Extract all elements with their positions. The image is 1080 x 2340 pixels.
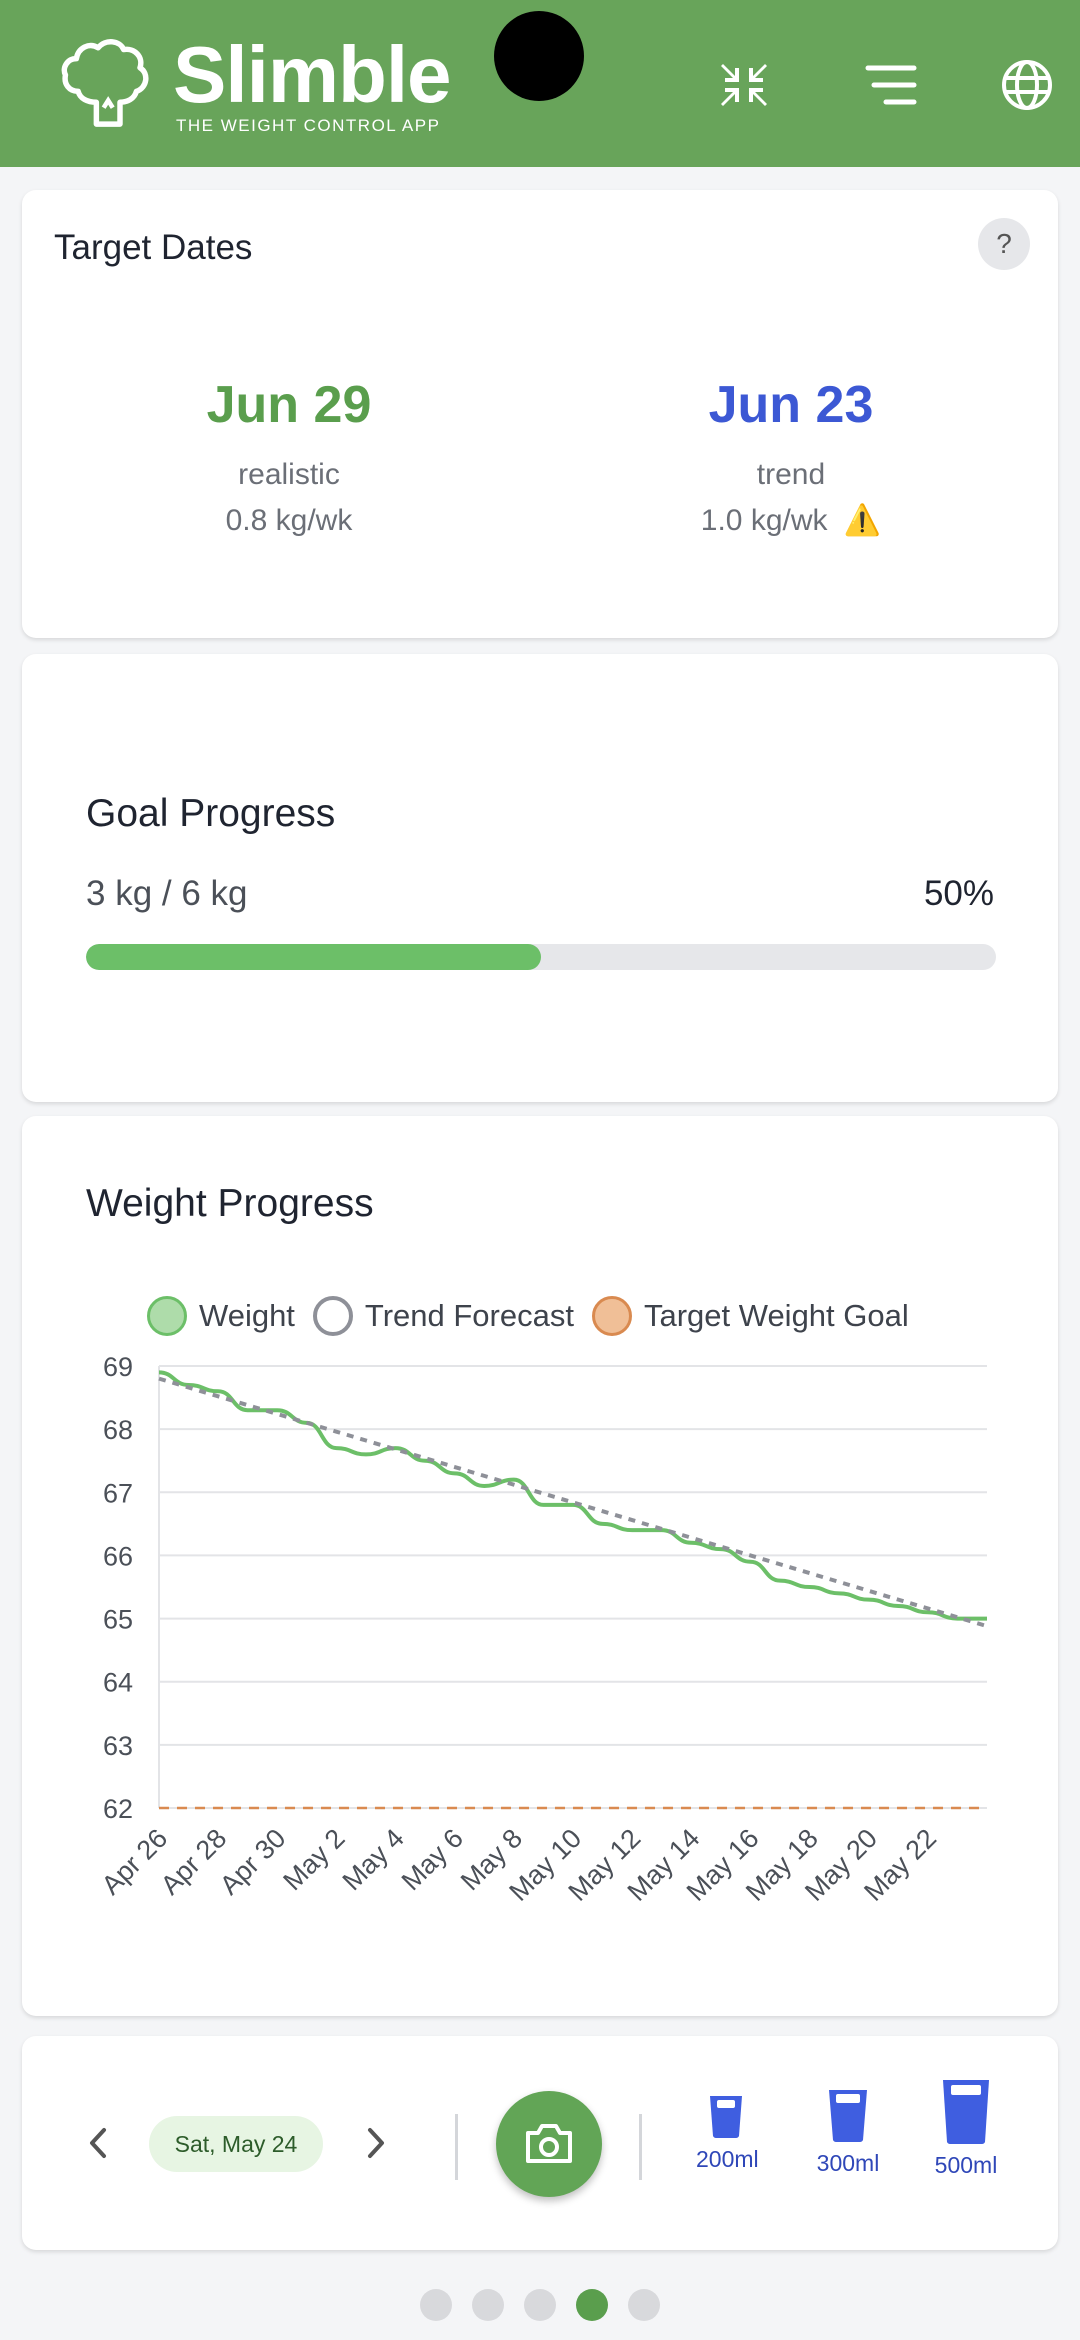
help-button[interactable]: ? bbox=[978, 218, 1030, 270]
water-300ml-label: 300ml bbox=[816, 2150, 880, 2176]
broccoli-logo-icon bbox=[61, 39, 149, 127]
page-dot[interactable] bbox=[628, 2289, 660, 2321]
page-indicator bbox=[420, 2289, 680, 2321]
x-tick-label: May 14 bbox=[622, 1823, 706, 1907]
y-tick-label: 68 bbox=[103, 1415, 133, 1445]
x-tick-label: May 2 bbox=[277, 1823, 350, 1896]
date-selector[interactable]: Sat, May 24 bbox=[149, 2116, 323, 2172]
water-200ml-label: 200ml bbox=[696, 2146, 759, 2172]
app-header: Slimble THE WEIGHT CONTROL APP bbox=[0, 0, 1080, 167]
page-dot[interactable] bbox=[524, 2289, 556, 2321]
target-dates-card: Target Dates ? Jun 29 realistic 0.8 kg/w… bbox=[22, 190, 1058, 638]
water-500ml-label: 500ml bbox=[934, 2152, 998, 2178]
trend-target: Jun 23 trend 1.0 kg/wk ⚠️ bbox=[591, 375, 991, 539]
menu-icon[interactable] bbox=[862, 56, 920, 114]
realistic-label: realistic bbox=[238, 458, 340, 491]
legend-trend-label: Trend Forecast bbox=[364, 1298, 574, 1333]
realistic-date: Jun 29 bbox=[206, 376, 372, 434]
y-tick-label: 67 bbox=[103, 1478, 133, 1508]
warning-icon: ⚠️ bbox=[843, 504, 882, 537]
weight-progress-title: Weight Progress bbox=[86, 1182, 374, 1225]
x-tick-label: May 20 bbox=[799, 1823, 883, 1907]
trend-rate: 1.0 kg/wk bbox=[700, 504, 828, 537]
water-300ml-button[interactable]: 300ml bbox=[811, 2088, 885, 2177]
legend-weight-swatch bbox=[147, 1296, 187, 1336]
next-day-chevron-icon[interactable] bbox=[356, 2118, 396, 2168]
x-tick-label: May 8 bbox=[455, 1823, 528, 1896]
camera-icon bbox=[526, 2124, 572, 2163]
x-tick-label: Apr 30 bbox=[214, 1823, 291, 1900]
water-glass-small-icon bbox=[710, 2096, 742, 2138]
legend-weight-label: Weight bbox=[199, 1298, 295, 1333]
x-tick-label: May 16 bbox=[681, 1823, 765, 1907]
y-tick-label: 64 bbox=[103, 1668, 133, 1698]
legend-trend-swatch bbox=[312, 1296, 353, 1336]
x-tick-label: Apr 28 bbox=[155, 1823, 232, 1900]
x-tick-label: May 10 bbox=[503, 1823, 587, 1907]
trend-date: Jun 23 bbox=[708, 376, 874, 434]
weight-progress-card: Weight Progress Weight Trend Forecast Ta… bbox=[22, 1116, 1058, 2016]
trend-rate-row: 1.0 kg/wk ⚠️ bbox=[591, 503, 991, 539]
legend-goal[interactable]: Target Weight Goal bbox=[591, 1296, 909, 1336]
water-200ml-button[interactable]: 200ml bbox=[696, 2094, 759, 2173]
previous-day-chevron-icon[interactable] bbox=[78, 2118, 118, 2168]
realistic-target: Jun 29 realistic 0.8 kg/wk bbox=[89, 375, 489, 539]
goal-progress-card: Goal Progress 3 kg / 6 kg 50% bbox=[22, 654, 1058, 1102]
page-dot[interactable] bbox=[472, 2289, 504, 2321]
x-tick-label: May 22 bbox=[858, 1823, 942, 1907]
water-500ml-button[interactable]: 500ml bbox=[926, 2078, 1006, 2179]
brand-tagline: THE WEIGHT CONTROL APP bbox=[176, 116, 441, 135]
divider bbox=[639, 2114, 642, 2180]
legend-trend[interactable]: Trend Forecast bbox=[312, 1296, 574, 1336]
y-tick-label: 69 bbox=[103, 1352, 133, 1382]
goal-progress-bar-fill bbox=[86, 944, 541, 970]
camera-cutout bbox=[494, 11, 584, 101]
y-tick-label: 63 bbox=[103, 1731, 133, 1761]
legend-goal-label: Target Weight Goal bbox=[643, 1298, 909, 1333]
realistic-rate: 0.8 kg/wk bbox=[225, 504, 353, 537]
trend-label: trend bbox=[756, 458, 826, 491]
x-tick-label: May 18 bbox=[740, 1823, 824, 1907]
divider bbox=[455, 2114, 458, 2180]
water-glass-medium-icon bbox=[829, 2090, 867, 2142]
x-tick-label: May 12 bbox=[563, 1823, 647, 1907]
x-tick-label: May 6 bbox=[396, 1823, 469, 1896]
page-dot[interactable] bbox=[576, 2289, 608, 2321]
goal-progress-title: Goal Progress bbox=[86, 792, 336, 835]
goal-progress-bar bbox=[86, 944, 996, 970]
legend-goal-swatch bbox=[591, 1296, 632, 1336]
target-dates-title: Target Dates bbox=[54, 228, 253, 267]
trend-forecast-line bbox=[158, 1376, 988, 1629]
globe-icon[interactable] bbox=[998, 56, 1056, 114]
x-tick-label: May 4 bbox=[337, 1823, 410, 1896]
goal-progress-percent: 50% bbox=[923, 874, 994, 913]
goal-progress-summary: 3 kg / 6 kg bbox=[86, 874, 248, 913]
collapse-icon[interactable] bbox=[715, 56, 773, 114]
x-tick-label: Apr 26 bbox=[96, 1823, 173, 1900]
weight-series-line bbox=[158, 1370, 987, 1621]
page-dot[interactable] bbox=[420, 2289, 452, 2321]
y-tick-label: 62 bbox=[103, 1794, 133, 1824]
legend-weight[interactable]: Weight bbox=[147, 1296, 295, 1336]
chart-legend: Weight Trend Forecast Target Weight Goal bbox=[147, 1296, 927, 1336]
camera-button[interactable] bbox=[496, 2091, 602, 2197]
y-tick-label: 65 bbox=[103, 1605, 133, 1635]
water-glass-large-icon bbox=[943, 2080, 989, 2144]
daily-log-card: Sat, May 24 200ml 300ml 500ml bbox=[22, 2036, 1058, 2250]
brand-name: Slimble bbox=[173, 30, 452, 119]
y-tick-label: 66 bbox=[103, 1541, 133, 1571]
